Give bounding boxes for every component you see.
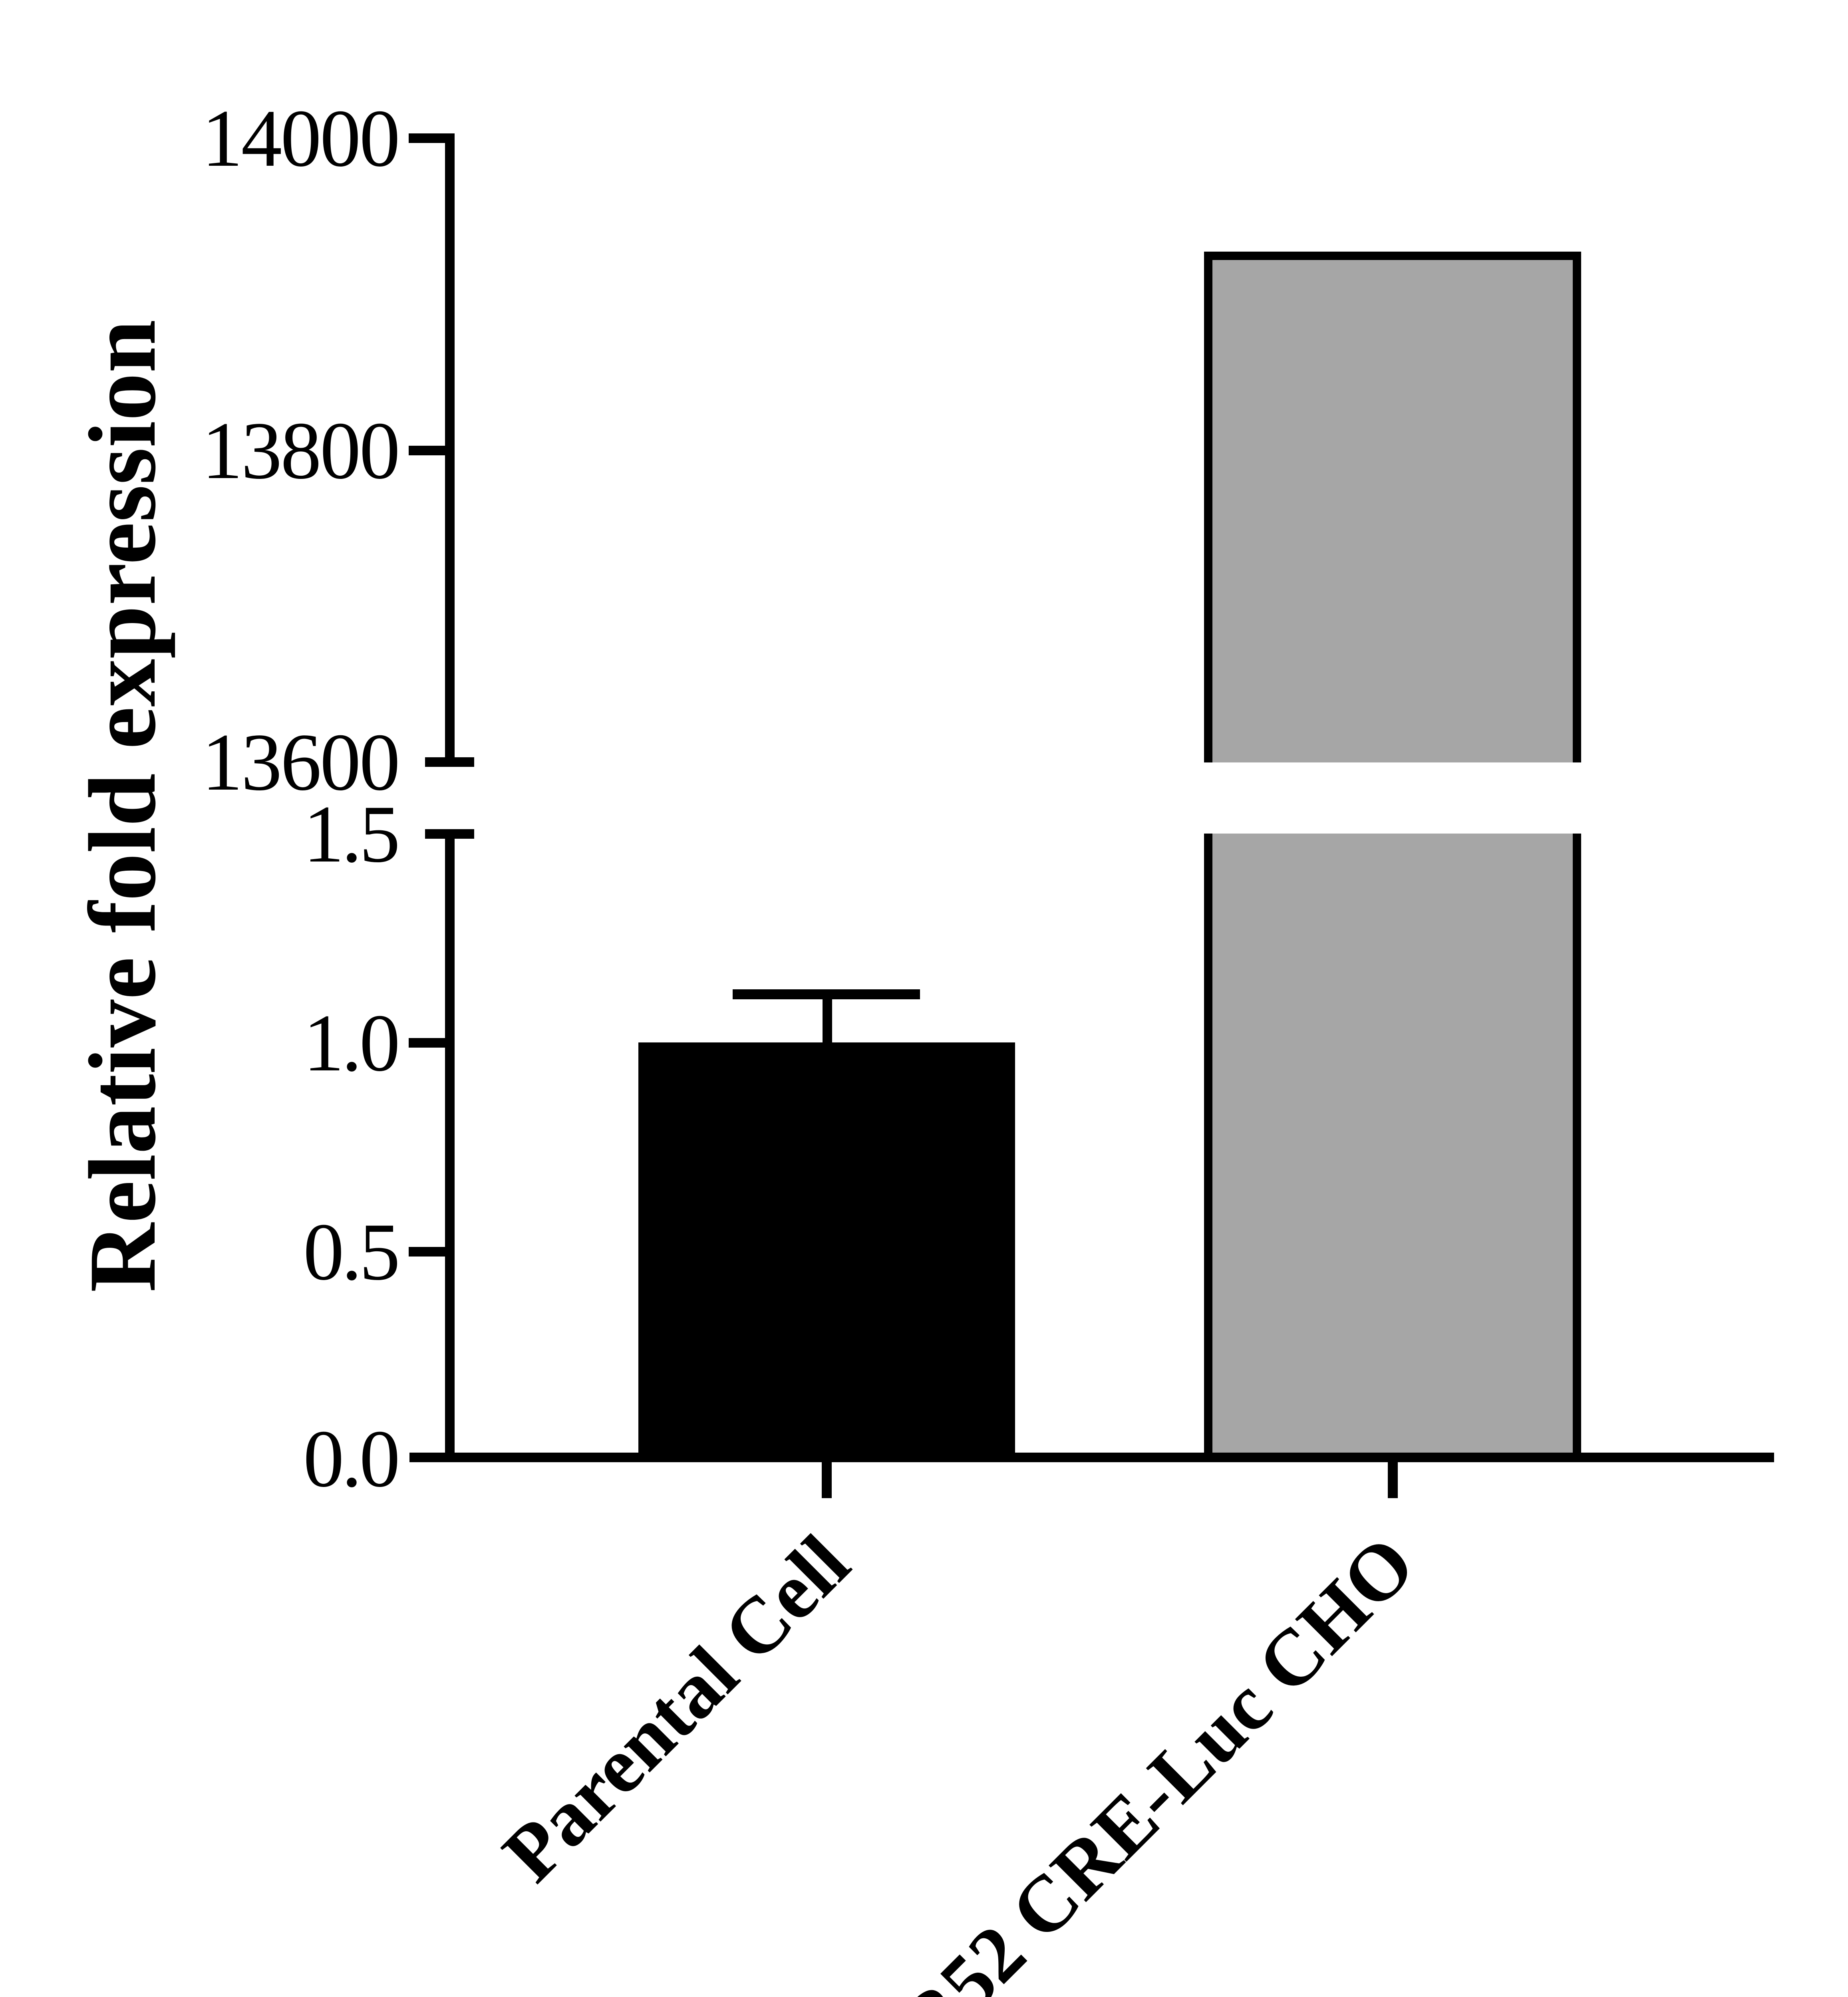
- svg-text:1.0: 1.0: [303, 998, 400, 1088]
- svg-text:Parental Cell: Parental Cell: [486, 1519, 866, 1898]
- svg-text:13600: 13600: [202, 717, 400, 808]
- svg-text:0.0: 0.0: [303, 1413, 400, 1504]
- svg-text:GPR52 CRE-Luc CHO: GPR52 CRE-Luc CHO: [804, 1519, 1431, 1997]
- svg-text:Relative fold expression: Relative fold expression: [69, 320, 175, 1292]
- svg-text:13800: 13800: [202, 405, 400, 496]
- svg-text:1.5: 1.5: [303, 789, 400, 879]
- svg-text:0.5: 0.5: [303, 1207, 400, 1297]
- svg-text:14000: 14000: [202, 93, 400, 184]
